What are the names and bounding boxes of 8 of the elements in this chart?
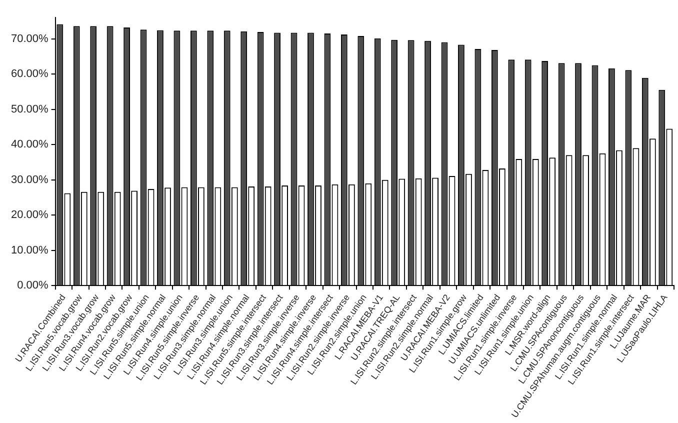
y-tick-label: 40.00%: [10, 138, 49, 151]
y-tick-label: 10.00%: [10, 244, 49, 256]
y-tick-label: 30.00%: [10, 174, 49, 186]
y-tick-label: 60.00%: [10, 68, 49, 80]
y-tick-label: 20.00%: [10, 209, 49, 222]
y-tick-label: 0.00%: [17, 280, 49, 292]
y-tick-label: 50.00%: [10, 103, 49, 116]
y-tick-label: 70.00%: [10, 32, 49, 45]
